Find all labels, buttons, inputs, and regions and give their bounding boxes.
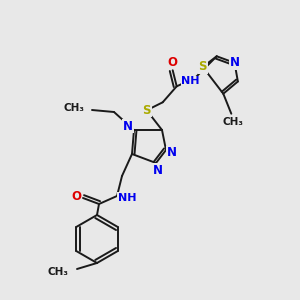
Text: S: S [142,104,151,117]
Text: N: N [230,56,240,69]
Text: O: O [168,56,178,69]
Text: S: S [199,61,207,74]
Text: CH₃: CH₃ [48,267,69,277]
Text: N: N [153,164,163,176]
Text: N: N [167,146,177,160]
Text: CH₃: CH₃ [63,103,84,113]
Text: NH: NH [182,76,200,86]
Text: O: O [71,190,81,202]
Text: NH: NH [118,193,136,203]
Text: CH₃: CH₃ [223,117,244,127]
Text: N: N [123,119,133,133]
